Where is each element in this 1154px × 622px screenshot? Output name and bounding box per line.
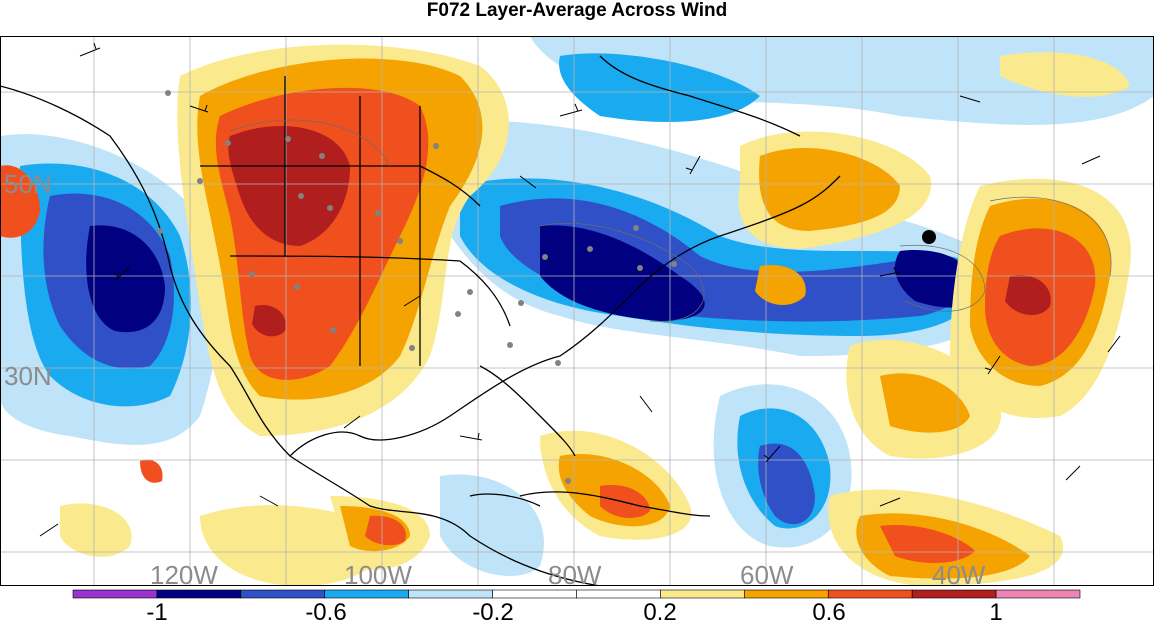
graticule: [0, 36, 1154, 586]
colorbar-swatch: [995, 589, 1081, 599]
colorbar-tick-label: -0.2: [472, 599, 513, 622]
colorbar-swatch: [744, 589, 829, 599]
colorbar-swatch: [911, 589, 997, 599]
colorbar-swatch: [576, 589, 661, 599]
point-marker: [922, 230, 936, 244]
colorbar-swatch: [827, 589, 913, 599]
colorbar-swatch: [492, 589, 577, 599]
colorbar: -1 -0.6 -0.2 0.2 0.6 1: [72, 589, 1081, 622]
colorbar-swatch: [660, 589, 745, 599]
shading-layer: [0, 36, 1154, 586]
colorbar-tick-label: -1: [146, 599, 167, 622]
lon-label-100w: 100W: [344, 560, 412, 586]
colorbar-swatch: [240, 589, 326, 599]
colorbar-tick-label: 0.6: [812, 599, 845, 622]
wind-barbs: [39, 42, 1121, 537]
lon-label-60w: 60W: [740, 560, 794, 586]
coastlines: [0, 55, 841, 586]
map-panel: 50N 30N 120W 100W 80W 60W 40W: [0, 36, 1154, 586]
colorbar-swatch: [156, 589, 242, 599]
lat-label-50n: 50N: [4, 169, 52, 199]
chart-title: F072 Layer-Average Across Wind: [426, 0, 728, 21]
station-dots: [157, 90, 677, 484]
lon-label-80w: 80W: [548, 560, 602, 586]
colorbar-tick-label: 1: [989, 599, 1002, 622]
contours: [229, 119, 1112, 322]
lat-label-30n: 30N: [4, 361, 52, 391]
colorbar-swatches: [72, 589, 1081, 599]
colorbar-tick-labels: -1 -0.6 -0.2 0.2 0.6 1: [146, 599, 1002, 622]
lat-lon-labels: 50N 30N 120W 100W 80W 60W 40W: [4, 169, 986, 586]
lon-label-120w: 120W: [150, 560, 218, 586]
lon-label-40w: 40W: [932, 560, 986, 586]
colorbar-swatch: [72, 589, 158, 599]
colorbar-tick-label: -0.6: [305, 599, 346, 622]
colorbar-swatch: [408, 589, 493, 599]
colorbar-swatch: [324, 589, 409, 599]
colorbar-tick-label: 0.2: [643, 599, 676, 622]
